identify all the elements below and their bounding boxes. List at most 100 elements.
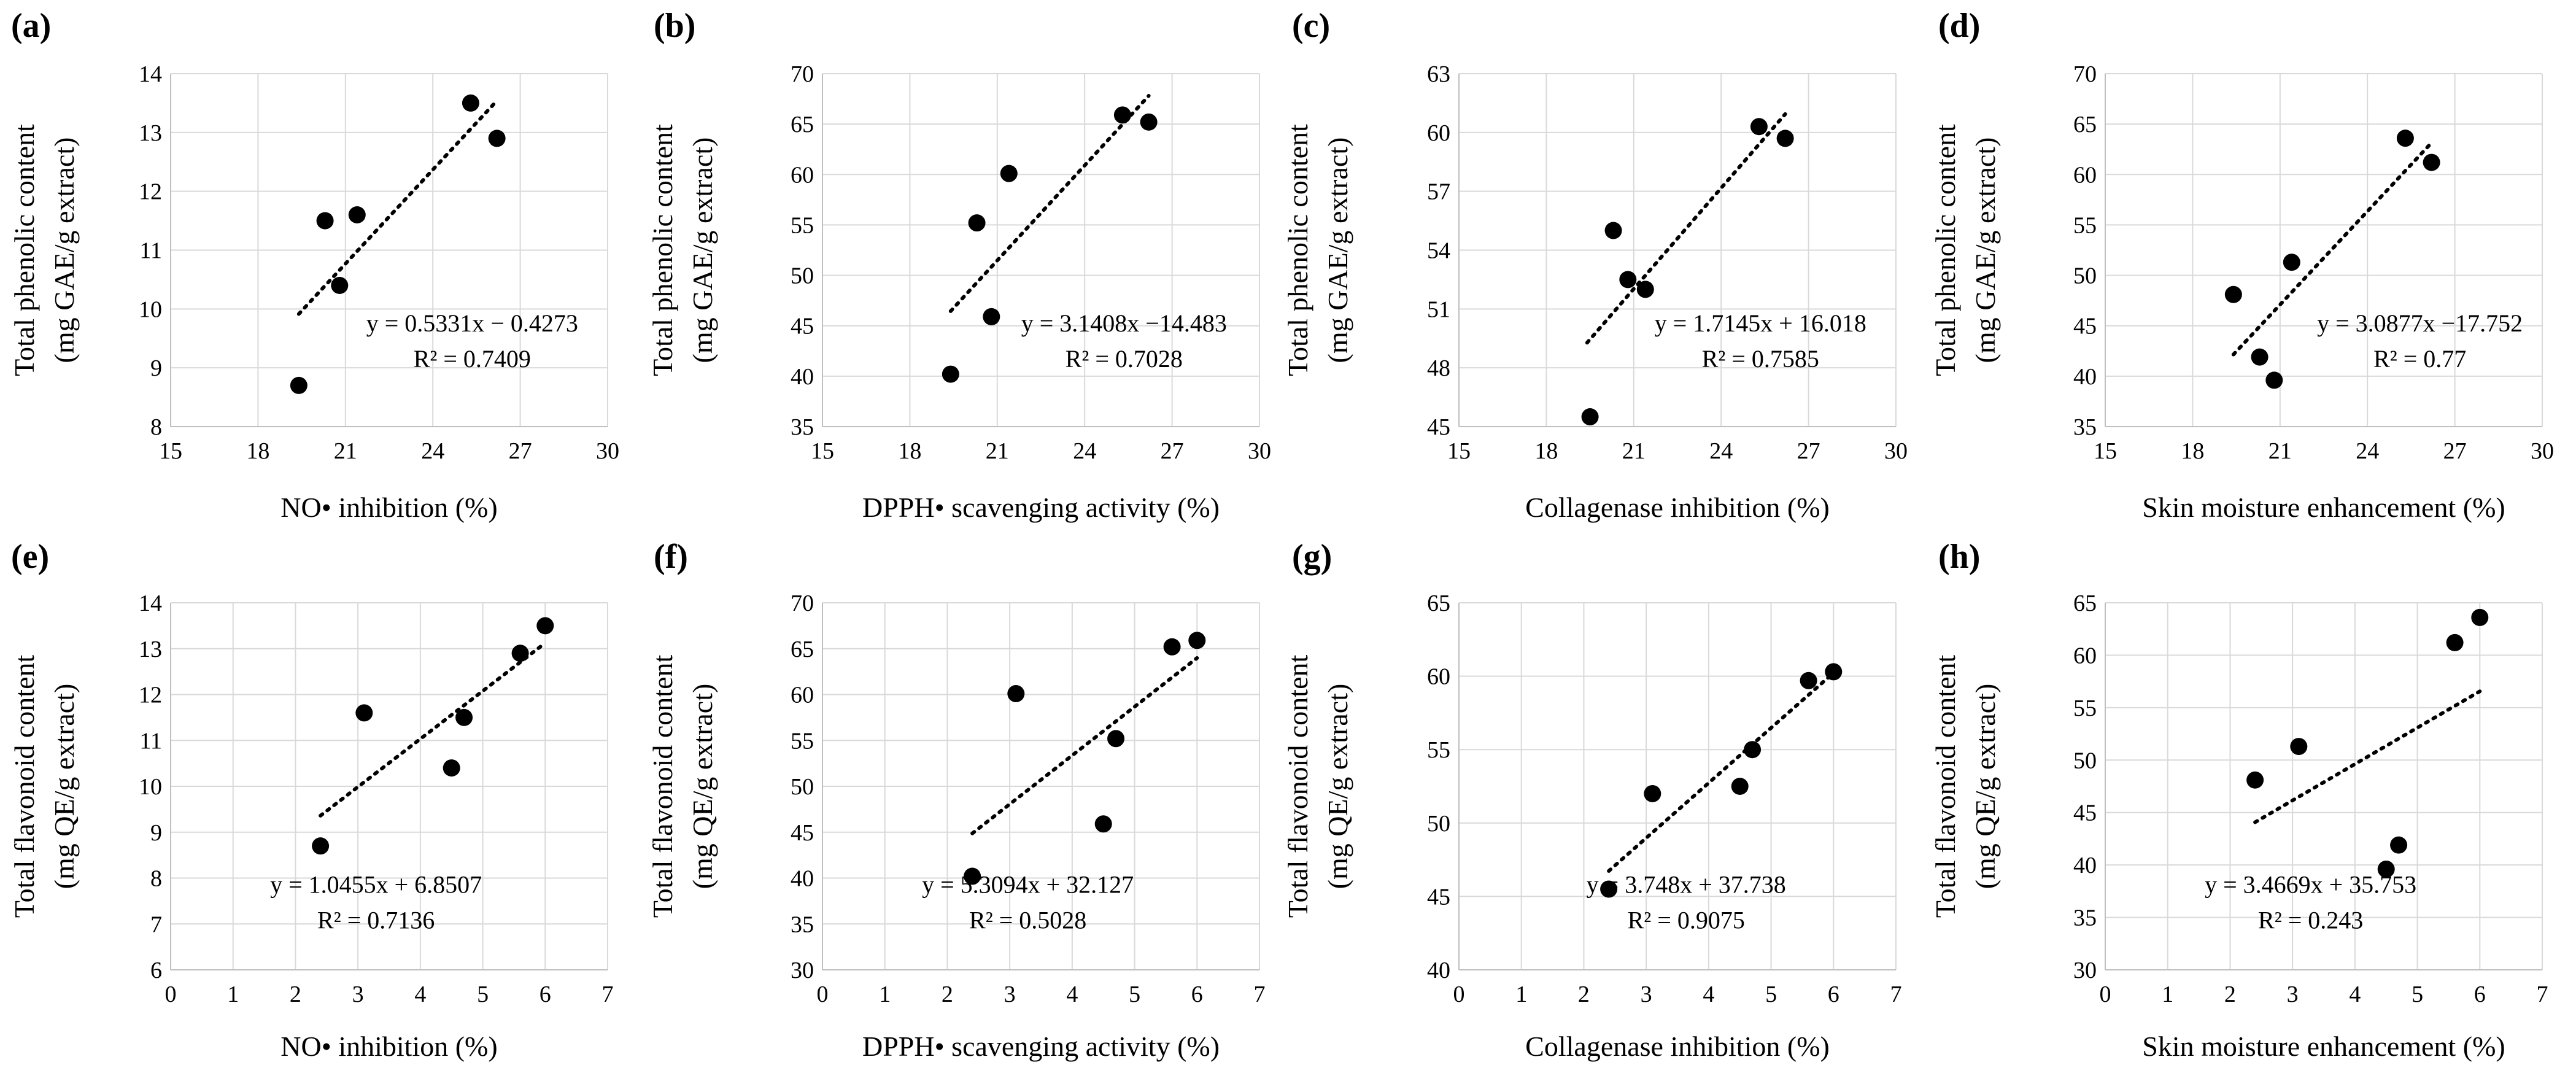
data-point	[1107, 730, 1125, 748]
regression-equation: y = 3.1408x −14.483	[1021, 309, 1227, 337]
data-point	[355, 704, 373, 722]
x-tick-label: 21	[2269, 438, 2292, 464]
y-tick-label: 70	[2073, 61, 2097, 87]
panel-label: (c)	[1292, 7, 1330, 45]
y-tick-label: 30	[791, 958, 814, 983]
y-tick-label: 55	[791, 212, 814, 238]
x-tick-label: 18	[898, 438, 921, 464]
y-tick-label: 54	[1427, 238, 1450, 264]
regression-equation: y = 5.3094x + 32.127	[922, 870, 1134, 898]
y-axis-label: Total phenolic content	[647, 124, 678, 376]
data-point	[1140, 113, 1158, 131]
data-point	[1776, 130, 1794, 147]
y-tick-label: 50	[2073, 748, 2097, 773]
x-tick-label: 7	[2537, 982, 2548, 1007]
y-tick-label: 63	[1427, 61, 1450, 87]
x-tick-label: 3	[352, 982, 364, 1007]
data-point	[316, 212, 334, 230]
y-tick-label: 60	[791, 683, 814, 708]
y-tick-label: 11	[139, 238, 162, 264]
y-tick-label: 65	[2073, 112, 2097, 137]
data-point	[462, 94, 479, 112]
x-tick-label: 4	[1066, 982, 1078, 1007]
y-tick-label: 9	[150, 820, 162, 846]
panel-a: (a) 8 9 10 11 12 13 14 15 18 21 24 27 30 NO• inhibitio…	[9, 7, 619, 523]
x-tick-label: 4	[2349, 982, 2361, 1007]
trendline	[319, 641, 547, 818]
x-tick-label: 1	[1515, 982, 1527, 1007]
x-tick-label: 1	[2162, 982, 2173, 1007]
y-axis-label: Total flavonoid content	[647, 655, 678, 918]
x-tick-label: 27	[1161, 438, 1184, 464]
data-point	[1750, 118, 1768, 136]
x-tick-label: 5	[1765, 982, 1777, 1007]
y-tick-label: 10	[139, 296, 162, 322]
data-point	[2290, 738, 2308, 756]
x-tick-label: 2	[290, 982, 301, 1007]
x-tick-label: 30	[596, 438, 619, 464]
x-tick-label: 27	[1797, 438, 1820, 464]
y-tick-label: 51	[1427, 296, 1450, 322]
data-point	[1094, 815, 1112, 833]
trendline	[1585, 112, 1787, 345]
x-tick-label: 1	[879, 982, 891, 1007]
x-tick-label: 7	[1254, 982, 1266, 1007]
data-point	[1000, 165, 1018, 182]
data-point	[443, 759, 460, 777]
data-point	[2265, 371, 2283, 389]
trendline	[2253, 689, 2482, 824]
y-tick-label: 48	[1427, 355, 1450, 381]
x-tick-label: 30	[1884, 438, 1908, 464]
x-tick-label: 0	[1453, 982, 1465, 1007]
data-point	[536, 617, 554, 635]
y-tick-label: 60	[2073, 162, 2097, 188]
data-point	[2251, 348, 2269, 366]
x-tick-label: 6	[540, 982, 551, 1007]
x-tick-label: 15	[159, 438, 182, 464]
y-tick-label: 55	[2073, 695, 2097, 721]
y-tick-label: 40	[2073, 364, 2097, 390]
y-tick-label: 60	[1427, 120, 1450, 146]
y-tick-label: 35	[791, 414, 814, 440]
data-point	[1188, 632, 1206, 649]
trendline	[2231, 141, 2434, 357]
r-squared-label: R² = 0.77	[2373, 345, 2466, 373]
y-tick-label: 10	[139, 774, 162, 800]
x-tick-label: 15	[2094, 438, 2117, 464]
regression-equation: y = 3.0877x −17.752	[2317, 309, 2523, 337]
panel-label: (e)	[11, 538, 49, 576]
panel-label: (f)	[654, 538, 688, 576]
y-tick-label: 45	[1427, 884, 1450, 910]
y-tick-label: 57	[1427, 179, 1450, 205]
panel-label: (g)	[1292, 538, 1332, 576]
y-tick-label: 60	[791, 162, 814, 188]
data-point	[983, 308, 1000, 325]
x-tick-label: 18	[2181, 438, 2204, 464]
data-point	[2377, 860, 2395, 878]
y-tick-label: 13	[139, 637, 162, 662]
y-tick-label: 55	[1427, 737, 1450, 763]
y-tick-label: 13	[139, 120, 162, 146]
y-tick-label: 12	[139, 683, 162, 708]
y-tick-label: 8	[150, 866, 162, 892]
x-tick-label: 2	[942, 982, 953, 1007]
x-tick-label: 2	[2224, 982, 2236, 1007]
data-point	[1007, 685, 1025, 703]
r-squared-label: R² = 0.7409	[414, 345, 531, 373]
y-tick-label: 40	[791, 364, 814, 390]
y-tick-label: 7	[150, 912, 162, 937]
data-point	[1744, 741, 1762, 759]
x-tick-label: 0	[2100, 982, 2111, 1007]
y-tick-label: 40	[791, 866, 814, 892]
data-point	[2471, 608, 2489, 626]
y-axis-label: (mg GAE/g extract)	[48, 137, 80, 363]
y-tick-label: 50	[791, 774, 814, 800]
y-tick-label: 65	[791, 112, 814, 137]
y-tick-label: 50	[791, 263, 814, 289]
y-tick-label: 45	[2073, 800, 2097, 826]
x-tick-label: 15	[811, 438, 834, 464]
x-tick-label: 24	[1073, 438, 1096, 464]
y-tick-label: 40	[1427, 958, 1450, 983]
x-tick-label: 5	[2412, 982, 2423, 1007]
